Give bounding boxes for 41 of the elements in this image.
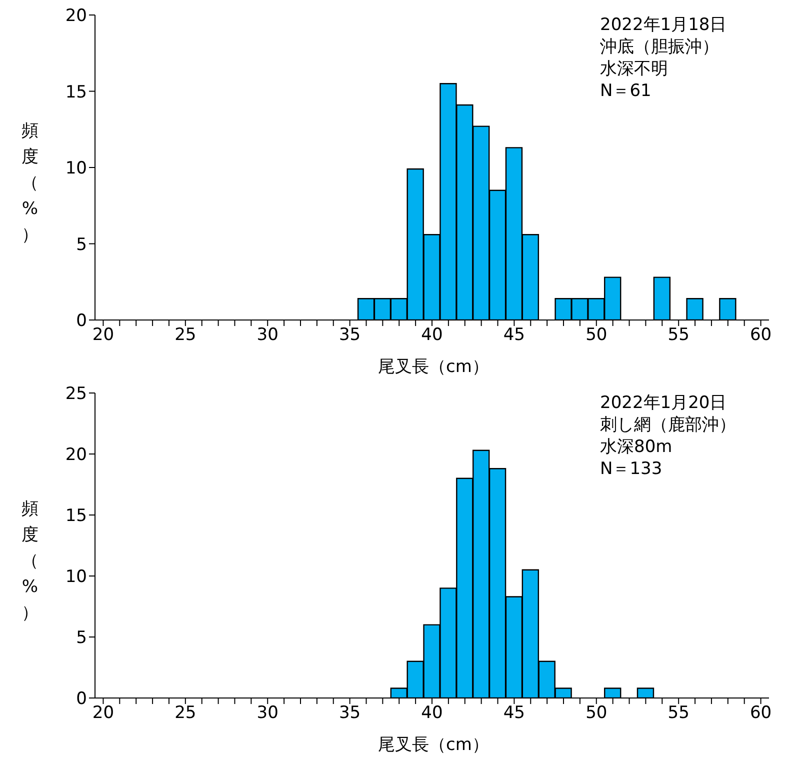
y-tick-label: 10 — [65, 158, 87, 179]
x-tick-label: 40 — [421, 703, 443, 724]
x-tick-label: 30 — [256, 325, 278, 346]
x-tick-label: 35 — [338, 703, 361, 724]
y-tick-label: 10 — [65, 567, 87, 588]
x-tick-label: 20 — [92, 325, 114, 346]
y-tick-label: 0 — [76, 689, 87, 710]
x-tick-label: 25 — [174, 703, 196, 724]
x-tick-label: 25 — [174, 325, 196, 346]
annotation: 水深不明 — [600, 58, 669, 80]
x-tick-label: 45 — [503, 703, 526, 724]
y-tick-label: 20 — [65, 6, 87, 26]
x-tick-label: 40 — [421, 325, 443, 346]
y-tick-label: 0 — [76, 311, 87, 332]
y-axis-title: 頻度（%） — [20, 120, 40, 247]
annotation: N＝133 — [600, 458, 664, 480]
y-axis-title: 頻度（%） — [20, 498, 40, 625]
x-tick-label: 55 — [668, 325, 690, 346]
y-tick-label: 25 — [65, 384, 87, 404]
x-tick-label: 20 — [92, 703, 114, 724]
x-axis-title: 尾叉長（cm） — [377, 356, 490, 378]
x-tick-label: 30 — [256, 703, 278, 724]
x-tick-label: 50 — [586, 325, 608, 346]
x-axis-title: 尾叉長（cm） — [377, 734, 490, 756]
x-tick-label: 50 — [586, 703, 608, 724]
annotation: N＝61 — [600, 80, 652, 102]
x-tick-label: 60 — [750, 325, 772, 346]
x-tick-label: 55 — [668, 703, 690, 724]
annotation: 刺し網（鹿部沖） — [600, 414, 736, 436]
y-tick-label: 5 — [76, 234, 87, 255]
y-tick-label: 15 — [65, 82, 87, 102]
annotation: 2022年1月18日 — [600, 14, 727, 36]
y-tick-label: 5 — [76, 628, 87, 648]
annotation: 沖底（胆振沖） — [600, 36, 720, 58]
annotation: 水深80m — [600, 436, 674, 458]
x-tick-label: 35 — [338, 325, 361, 346]
y-tick-label: 20 — [65, 445, 87, 466]
y-tick-label: 15 — [65, 506, 87, 526]
x-tick-label: 60 — [750, 703, 772, 724]
x-tick-label: 45 — [503, 325, 526, 346]
annotation: 2022年1月20日 — [600, 392, 728, 414]
